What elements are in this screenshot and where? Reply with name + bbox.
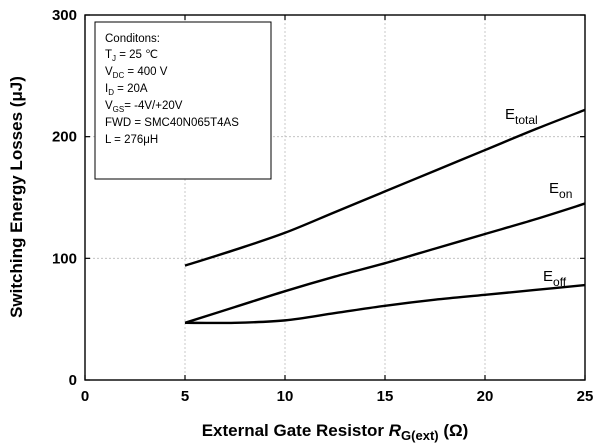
grid: [85, 15, 585, 380]
series-label-total: Etotal: [505, 106, 538, 127]
series-line-total: [184, 108, 586, 267]
conditions-frame: [94, 21, 272, 180]
conditions-line: ID = 20A: [105, 83, 148, 97]
conditions-lines: TJ = 25 ℃ VDC = 400 V ID = 20A VGS= -4V/+20…: [105, 49, 239, 146]
ticks: 0 5 10 15 20 25 0 100 200 300: [52, 7, 593, 405]
x-tick-label: 20: [477, 388, 494, 405]
y-axis-title: Switching Energy Losses (μJ): [7, 76, 26, 318]
series-label-off: Eoff: [543, 268, 567, 289]
y-tick-label: 200: [52, 129, 77, 146]
x-axis-title: External Gate Resistor RG(ext) (Ω): [202, 421, 469, 443]
y-tick-label: 100: [52, 250, 77, 267]
x-tick-label: 0: [81, 388, 89, 405]
conditions-box: Conditons: TJ = 25 ℃ VDC = 400 V ID = 20A V…: [94, 21, 272, 180]
plot-frame: [84, 14, 586, 381]
conditions-line: VDC = 400 V: [105, 66, 168, 80]
x-tick-label: 15: [377, 388, 394, 405]
x-tick-label: 5: [181, 388, 189, 405]
y-tick-label: 300: [52, 7, 77, 24]
x-tick-label: 25: [577, 388, 594, 405]
y-tick-label: 0: [69, 372, 77, 389]
series-lines: [184, 108, 586, 325]
conditions-line: VGS= -4V/+20V: [105, 100, 183, 114]
conditions-title: Conditons:: [105, 33, 160, 45]
series-line-on: [184, 202, 586, 324]
conditions-line: L = 276μH: [105, 134, 158, 146]
series-labels: Etotal Eon Eoff: [505, 106, 572, 289]
conditions-line: FWD = SMC40N065T4AS: [105, 117, 239, 129]
series-line-off: [184, 283, 586, 325]
conditions-line: TJ = 25 ℃: [105, 49, 158, 63]
series-label-on: Eon: [549, 180, 572, 201]
x-tick-label: 10: [277, 388, 294, 405]
